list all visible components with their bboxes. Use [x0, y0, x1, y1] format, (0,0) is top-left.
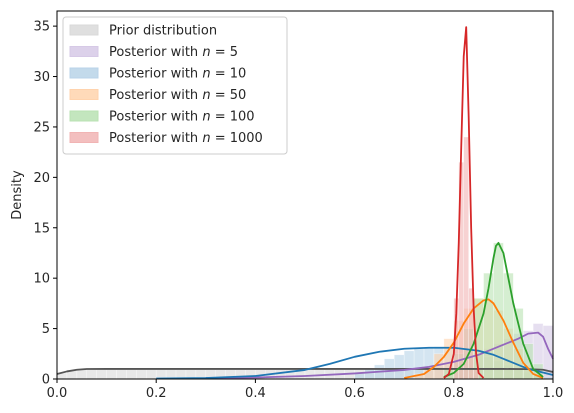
- legend-swatch: [69, 89, 99, 100]
- histogram-bar-series-0: [86, 368, 97, 380]
- histogram-bar-series-0: [145, 368, 157, 380]
- kde-curve-series-3: [404, 298, 544, 379]
- histogram-bar-series-0: [126, 368, 137, 380]
- x-tick-label: 0.6: [344, 386, 365, 401]
- kde-curve-series-4: [443, 241, 544, 378]
- x-tick-label: 0.2: [146, 386, 167, 401]
- legend-swatch: [69, 24, 99, 36]
- kde-curve-series-5: [443, 26, 485, 379]
- histogram-bar-series-0: [96, 368, 107, 380]
- legend-entry-label: Posterior with n = 5: [109, 45, 238, 60]
- legend-entry-label: Posterior with n = 100: [109, 110, 255, 125]
- x-tick-label: 0.0: [47, 386, 68, 401]
- y-axis-ticks: 0 5 10 15 20 25 30 35: [33, 20, 57, 388]
- y-axis-label: Density: [10, 170, 25, 220]
- plot-frame: [56, 10, 554, 380]
- legend-entry-label: Posterior with n = 10: [109, 67, 246, 82]
- histogram-bar-series-2: [393, 354, 405, 380]
- histogram-bar-series-2: [403, 350, 415, 380]
- legend-entry-label: Prior distribution: [109, 24, 217, 39]
- y-tick-label: 30: [33, 70, 50, 85]
- legend-swatch: [69, 46, 99, 57]
- y-tick-label: 35: [33, 20, 50, 35]
- histogram-bar-series-0: [314, 368, 326, 380]
- histogram-bar-series-5: [463, 136, 469, 380]
- legend-swatch: [69, 67, 99, 79]
- x-tick-label: 0.4: [245, 386, 266, 401]
- legend-swatch: [69, 132, 99, 143]
- histogram-bar-series-0: [116, 368, 127, 380]
- histogram-bar-series-0: [155, 368, 167, 380]
- histogram-bar-series-2: [364, 368, 375, 380]
- y-tick-label: 25: [33, 120, 50, 135]
- legend-entry-label: Posterior with n = 50: [109, 88, 246, 103]
- kde-curve-layer: [56, 26, 554, 380]
- histogram-bar-series-0: [136, 368, 147, 380]
- legend: Prior distribution Posterior with n = 5 Po…: [62, 16, 288, 155]
- x-axis-ticks: 0.0 0.2 0.4 0.6 0.8 1.0: [47, 379, 564, 401]
- legend-swatch: [69, 110, 99, 122]
- y-tick-label: 0: [42, 373, 50, 388]
- kde-curve-series-1: [205, 331, 554, 379]
- histogram-layer: [56, 136, 554, 380]
- histogram-bar-series-0: [106, 368, 117, 380]
- x-tick-label: 0.8: [443, 386, 464, 401]
- y-tick-label: 10: [33, 272, 50, 287]
- y-tick-label: 15: [33, 221, 50, 236]
- legend-entry-label: Posterior with n = 1000: [109, 131, 263, 146]
- y-tick-label: 20: [33, 171, 50, 186]
- x-tick-label: 1.0: [543, 386, 564, 401]
- kde-curve-series-0: [56, 368, 554, 375]
- kde-curve-series-2: [156, 346, 554, 380]
- y-tick-label: 5: [42, 322, 50, 337]
- legend-frame: [62, 16, 288, 155]
